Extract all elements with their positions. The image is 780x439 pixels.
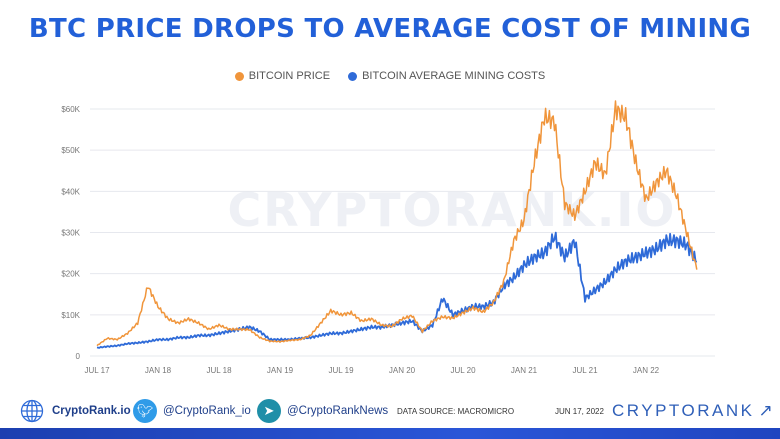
telegram-icon: ➤ (257, 399, 281, 423)
globe-icon (20, 399, 44, 423)
x-tick-label: JAN 21 (511, 366, 538, 375)
x-tick-label: JAN 19 (267, 366, 294, 375)
x-tick-label: JAN 18 (145, 366, 172, 375)
arrow-up-right-icon: ↗ (758, 401, 776, 420)
brand-logo: CRYPTORANK ↗ (612, 398, 775, 424)
line-chart: CRYPTORANK.IO 0 $10K $20K $30K $40K $50K $60K J… (61, 100, 715, 375)
series-line-mining-cost (96, 231, 698, 349)
brand-text: CRYPTORANK (612, 401, 755, 420)
bottom-bar (0, 428, 780, 439)
y-tick-label: $10K (61, 311, 80, 320)
legend-label-cost: BITCOIN AVERAGE MINING COSTS (362, 70, 546, 82)
website-text: CryptoRank.io (52, 405, 131, 417)
y-tick-label: $50K (61, 146, 80, 155)
twitter-handle: @CryptoRank_io (163, 405, 251, 417)
y-tick-label: $40K (61, 187, 80, 196)
website-link[interactable]: CryptoRank.io (20, 398, 131, 424)
y-tick-label: 0 (76, 352, 81, 361)
legend: BITCOIN PRICE BITCOIN AVERAGE MINING COS… (0, 70, 780, 82)
legend-label-price: BITCOIN PRICE (248, 70, 331, 82)
telegram-handle: @CryptoRankNews (287, 405, 389, 417)
footer: CryptoRank.io 🐦︎ @CryptoRank_io ➤ @Crypt… (0, 398, 780, 426)
x-tick-label: JUL 17 (84, 366, 110, 375)
x-tick-label: JAN 20 (389, 366, 416, 375)
series-line-price (96, 100, 698, 347)
y-tick-label: $60K (61, 105, 80, 114)
x-tick-label: JUL 18 (206, 366, 232, 375)
x-tick-label: JUL 20 (450, 366, 476, 375)
chart-title: BTC PRICE DROPS TO AVERAGE COST OF MININ… (28, 14, 752, 44)
watermark: CRYPTORANK.IO (227, 183, 676, 237)
x-tick-label: JAN 22 (633, 366, 660, 375)
x-tick-label: JUL 21 (572, 366, 598, 375)
twitter-link[interactable]: 🐦︎ @CryptoRank_io (133, 398, 251, 424)
date: JUN 17, 2022 (555, 406, 604, 416)
twitter-icon: 🐦︎ (133, 399, 157, 423)
x-tick-label: JUL 19 (328, 366, 354, 375)
legend-marker-cost (348, 71, 358, 81)
telegram-link[interactable]: ➤ @CryptoRankNews (257, 398, 388, 424)
legend-item-cost: BITCOIN AVERAGE MINING COSTS (348, 70, 545, 82)
legend-marker-price (234, 71, 244, 81)
y-tick-label: $30K (61, 229, 80, 238)
data-source: DATA SOURCE: MACROMICRO (397, 406, 515, 416)
legend-item-price: BITCOIN PRICE (234, 70, 331, 82)
y-tick-label: $20K (61, 270, 80, 279)
